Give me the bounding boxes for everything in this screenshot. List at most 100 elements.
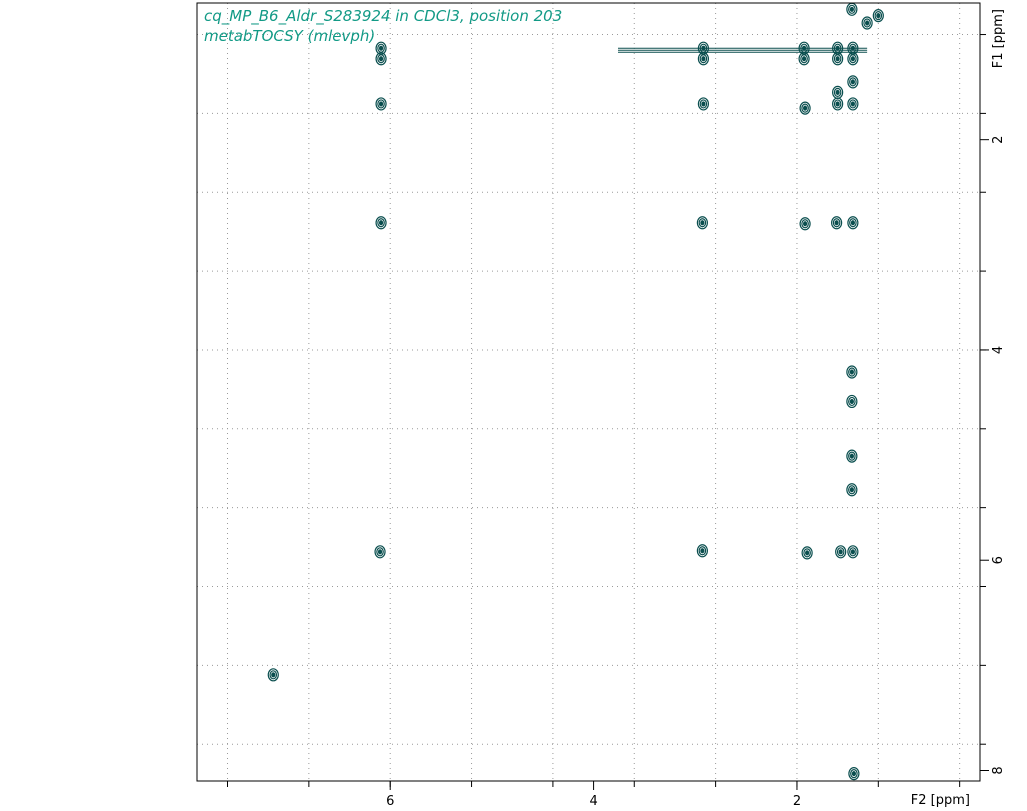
cross-peaks (267, 2, 884, 781)
cross-peak (375, 52, 387, 66)
peak-contour (799, 217, 811, 231)
cross-peak (696, 216, 708, 230)
peak-contour (698, 546, 707, 556)
peak-contour (850, 56, 855, 62)
cross-peak (872, 9, 884, 23)
cross-peak (832, 85, 844, 99)
peak-contour (801, 546, 813, 560)
peak-contour (377, 99, 385, 109)
peak-contour (872, 9, 884, 23)
peak-contour (802, 105, 808, 111)
peak-contour (847, 545, 859, 559)
peak-contour (269, 670, 278, 680)
peak-contour (803, 548, 811, 558)
peak-contour (849, 54, 857, 64)
peak-contour (846, 394, 858, 409)
y-tick-label: 2 (991, 136, 1006, 144)
peak-contour (833, 54, 842, 64)
peak-contour (378, 45, 384, 51)
peak-contour (801, 56, 807, 62)
peak-contour (700, 220, 705, 226)
peak-contour (876, 13, 881, 19)
peak-contour (848, 485, 856, 495)
y-tick-label: 4 (991, 346, 1006, 354)
peak-contour (801, 103, 809, 113)
peak-contour (697, 97, 710, 111)
peak-contour (846, 365, 858, 379)
cross-peak (799, 101, 811, 115)
peak-contour (375, 97, 387, 111)
peak-contour (847, 52, 859, 66)
peak-contour (849, 218, 857, 228)
peak-contour (374, 545, 386, 559)
cross-peak (846, 365, 858, 379)
y-axis-label: F1 [ppm] (991, 9, 1006, 68)
x-axis-label: F2 [ppm] (911, 793, 970, 808)
peak-contour (849, 547, 857, 557)
cross-peak (847, 52, 859, 66)
peak-contour (848, 367, 856, 377)
cross-peak (832, 52, 844, 66)
peak-contour (271, 672, 276, 678)
x-tick-label: 6 (386, 794, 394, 809)
peak-contour (376, 547, 384, 557)
peak-contour (698, 218, 707, 228)
peak-contour (378, 220, 384, 226)
peak-contour (375, 52, 387, 66)
cross-peak (801, 546, 813, 560)
cross-peak (375, 97, 387, 111)
peak-contour (846, 483, 858, 497)
peak-contour (800, 54, 808, 64)
peak-contour (701, 101, 706, 107)
cross-peak (375, 216, 387, 230)
peak-contour (801, 219, 809, 229)
peak-contour (835, 45, 840, 51)
peak-contour (831, 216, 843, 230)
cross-peak (696, 544, 708, 558)
peak-contour (849, 453, 854, 459)
peak-contour (861, 16, 873, 30)
cross-peak (374, 545, 386, 559)
cross-peak (267, 668, 279, 682)
peak-contour (699, 99, 708, 109)
cross-peak (832, 97, 844, 111)
cross-peak (847, 545, 859, 559)
peak-contour (700, 548, 705, 554)
peak-contour (850, 549, 855, 555)
peak-contour (377, 549, 383, 555)
y-tick-label: 8 (991, 766, 1006, 774)
peak-contour (849, 398, 854, 405)
plot-frame (196, 2, 981, 782)
peak-contour (802, 221, 808, 227)
peak-contour (849, 487, 854, 493)
chart-subtitle: metabTOCSY (mlevph) (204, 27, 376, 45)
peak-contour (851, 771, 857, 777)
cross-peak (798, 52, 810, 66)
peak-contour (377, 54, 385, 64)
peak-contour (377, 218, 385, 228)
y-axis-ticks: 2 4 6 8 (980, 34, 1006, 775)
peak-contour (833, 87, 842, 97)
peak-contour (838, 549, 843, 555)
peak-contour (865, 20, 870, 26)
peak-contour (849, 77, 857, 87)
peak-contour (849, 99, 857, 109)
cross-peak (697, 97, 710, 111)
peak-contour (378, 56, 384, 62)
peak-contour (805, 550, 810, 556)
peak-contour (835, 89, 840, 95)
peak-contour (701, 56, 706, 62)
cross-peak (846, 449, 858, 463)
cross-peak (846, 2, 858, 16)
peak-contour (696, 216, 708, 230)
chart-title: cq_MP_B6_Aldr_S283924 in CDCl3, position… (204, 7, 563, 25)
x-tick-label: 2 (793, 794, 801, 809)
cross-peak (847, 75, 859, 89)
peak-contour (832, 85, 844, 99)
peak-contour (699, 54, 708, 64)
peak-contour (847, 75, 859, 89)
peak-contour (850, 101, 855, 107)
cross-peak (799, 217, 811, 231)
x-tick-label: 4 (589, 794, 597, 809)
